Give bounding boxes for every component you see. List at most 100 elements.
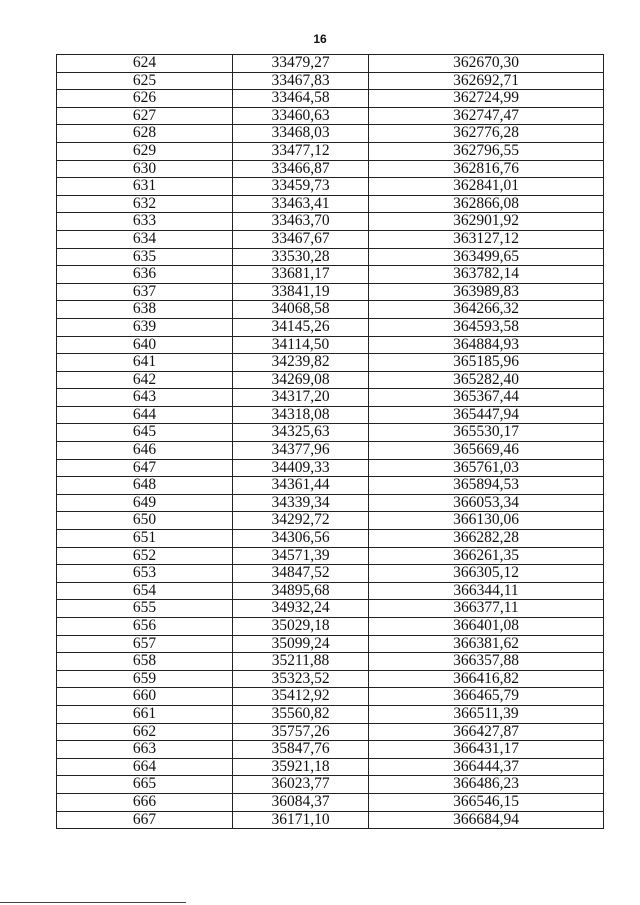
coordinate-x-cell: 33479,27 (232, 54, 369, 73)
coordinate-y-cell: 366401,08 (368, 617, 604, 636)
table-row: 662 35757,26 366427,87 (56, 722, 604, 742)
coordinate-x-cell: 34895,68 (232, 581, 369, 601)
table-row: 625 33467,83 362692,71 (56, 71, 604, 91)
table-row: 630 33466,87 362816,76 (56, 159, 604, 179)
table-row: 664 35921,18 366444,37 (56, 757, 604, 777)
coordinate-y-cell: 363499,65 (368, 247, 604, 267)
coordinate-y-cell: 365894,53 (368, 476, 604, 495)
table-row: 633 33463,70 362901,92 (56, 212, 604, 231)
point-number-cell: 636 (56, 265, 233, 284)
coordinate-x-cell: 36023,77 (232, 775, 369, 794)
coordinate-x-cell: 33530,28 (232, 247, 369, 267)
point-number-cell: 652 (56, 546, 233, 566)
coordinates-table: 624 33479,27 362670,30 625 33467,83 362692,71… (56, 54, 604, 830)
footnote-divider (0, 902, 186, 903)
coordinate-y-cell: 366344,11 (368, 581, 604, 601)
coordinate-x-cell: 34239,82 (232, 353, 369, 372)
point-number-cell: 659 (56, 669, 233, 689)
coordinate-y-cell: 362796,55 (368, 141, 604, 161)
coordinate-x-cell: 35323,52 (232, 669, 369, 689)
coordinate-x-cell: 33841,19 (232, 282, 369, 302)
coordinate-y-cell: 364266,32 (368, 300, 604, 319)
coordinate-y-cell: 366416,82 (368, 669, 604, 689)
coordinate-x-cell: 33467,83 (232, 71, 369, 91)
table-row: 667 36171,10 366684,94 (56, 810, 604, 830)
point-number-cell: 626 (56, 89, 233, 108)
coordinate-x-cell: 34325,63 (232, 423, 369, 443)
coordinate-x-cell: 33681,17 (232, 265, 369, 284)
coordinate-y-cell: 366261,35 (368, 546, 604, 566)
point-number-cell: 635 (56, 247, 233, 267)
point-number-cell: 625 (56, 71, 233, 91)
point-number-cell: 639 (56, 317, 233, 337)
coordinate-x-cell: 36084,37 (232, 792, 369, 812)
table-row: 655 34932,24 366377,11 (56, 599, 604, 618)
coordinate-x-cell: 34317,20 (232, 388, 369, 407)
point-number-cell: 651 (56, 529, 233, 548)
coordinate-y-cell: 366511,39 (368, 704, 604, 724)
table-row: 665 36023,77 366486,23 (56, 775, 604, 794)
table-row: 624 33479,27 362670,30 (56, 54, 604, 73)
table-row: 653 34847,52 366305,12 (56, 564, 604, 583)
point-number-cell: 630 (56, 159, 233, 179)
table-row: 648 34361,44 365894,53 (56, 476, 604, 495)
point-number-cell: 645 (56, 423, 233, 443)
table-row: 631 33459,73 362841,01 (56, 177, 604, 196)
table-row: 650 34292,72 366130,06 (56, 511, 604, 531)
coordinate-y-cell: 362816,76 (368, 159, 604, 179)
coordinate-y-cell: 365669,46 (368, 441, 604, 460)
point-number-cell: 642 (56, 370, 233, 390)
point-number-cell: 650 (56, 511, 233, 531)
coordinate-y-cell: 366053,34 (368, 493, 604, 513)
coordinate-y-cell: 366486,23 (368, 775, 604, 794)
coordinate-y-cell: 366427,87 (368, 722, 604, 742)
coordinate-x-cell: 33463,41 (232, 194, 369, 214)
coordinate-y-cell: 366305,12 (368, 564, 604, 583)
table-row: 652 34571,39 366261,35 (56, 546, 604, 566)
coordinate-x-cell: 34318,08 (232, 405, 369, 425)
table-row: 651 34306,56 366282,28 (56, 529, 604, 548)
table-row: 649 34339,34 366053,34 (56, 493, 604, 513)
point-number-cell: 648 (56, 476, 233, 495)
table-row: 661 35560,82 366511,39 (56, 704, 604, 724)
table-row: 656 35029,18 366401,08 (56, 617, 604, 636)
point-number-cell: 661 (56, 704, 233, 724)
coordinate-x-cell: 35560,82 (232, 704, 369, 724)
coordinate-y-cell: 362841,01 (368, 177, 604, 196)
coordinate-y-cell: 362747,47 (368, 106, 604, 126)
table-row: 663 35847,76 366431,17 (56, 740, 604, 759)
table-row: 645 34325,63 365530,17 (56, 423, 604, 443)
table-row: 626 33464,58 362724,99 (56, 89, 604, 108)
table-row: 666 36084,37 366546,15 (56, 792, 604, 812)
coordinate-x-cell: 34361,44 (232, 476, 369, 495)
point-number-cell: 633 (56, 212, 233, 231)
table-row: 659 35323,52 366416,82 (56, 669, 604, 689)
coordinate-y-cell: 366282,28 (368, 529, 604, 548)
coordinate-y-cell: 365761,03 (368, 458, 604, 478)
coordinate-x-cell: 35921,18 (232, 757, 369, 777)
coordinate-y-cell: 365367,44 (368, 388, 604, 407)
coordinate-x-cell: 34145,26 (232, 317, 369, 337)
coordinate-y-cell: 364884,93 (368, 335, 604, 355)
coordinate-y-cell: 363127,12 (368, 229, 604, 249)
coordinate-x-cell: 35211,88 (232, 652, 369, 671)
coordinate-x-cell: 34847,52 (232, 564, 369, 583)
coordinate-x-cell: 33460,63 (232, 106, 369, 126)
coordinate-y-cell: 365282,40 (368, 370, 604, 390)
table-row: 641 34239,82 365185,96 (56, 353, 604, 372)
coordinate-x-cell: 35847,76 (232, 740, 369, 759)
point-number-cell: 646 (56, 441, 233, 460)
point-number-cell: 655 (56, 599, 233, 618)
point-number-cell: 624 (56, 54, 233, 73)
coordinate-y-cell: 366431,17 (368, 740, 604, 759)
coordinate-x-cell: 35029,18 (232, 617, 369, 636)
point-number-cell: 653 (56, 564, 233, 583)
coordinate-y-cell: 363989,83 (368, 282, 604, 302)
table-row: 647 34409,33 365761,03 (56, 458, 604, 478)
point-number-cell: 638 (56, 300, 233, 319)
coordinate-x-cell: 33464,58 (232, 89, 369, 108)
coordinate-x-cell: 35412,92 (232, 687, 369, 706)
coordinate-y-cell: 366465,79 (368, 687, 604, 706)
point-number-cell: 658 (56, 652, 233, 671)
point-number-cell: 662 (56, 722, 233, 742)
